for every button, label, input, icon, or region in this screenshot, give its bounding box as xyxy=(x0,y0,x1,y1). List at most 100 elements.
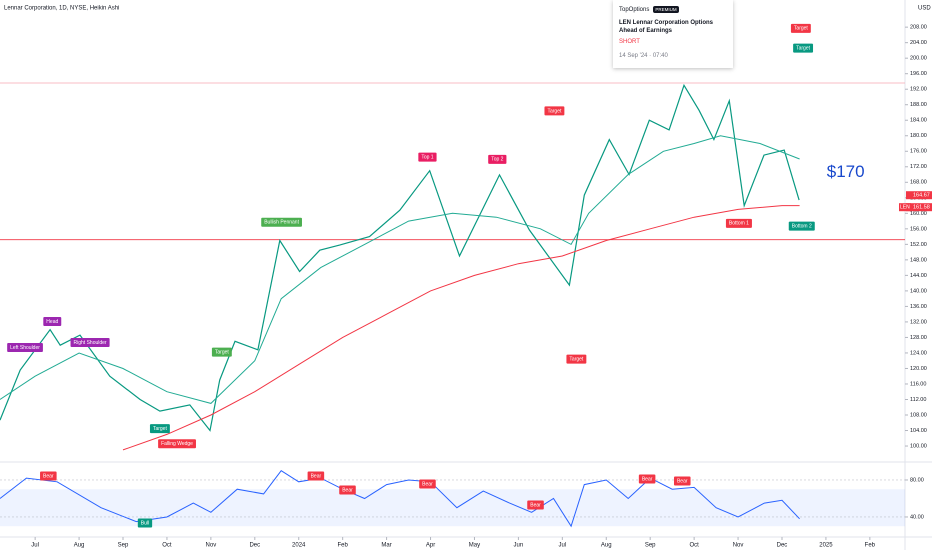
annotation-label: Right Shoulder xyxy=(74,340,107,346)
news-source-row: TopOptions PREMIUM xyxy=(619,6,727,13)
x-tick-label: Aug xyxy=(74,543,85,549)
x-tick-label: Nov xyxy=(733,543,744,549)
series-line xyxy=(122,205,800,451)
x-tick-label: Jul xyxy=(31,543,39,549)
x-tick-label: Jun xyxy=(514,543,524,549)
rsi-band xyxy=(0,489,905,527)
y-tick-label: 180.00 xyxy=(910,133,927,139)
annotation-label: Bear xyxy=(530,502,541,508)
x-tick-label: 2025 xyxy=(819,543,833,549)
annotation-box xyxy=(790,23,811,33)
y-tick-label: 208.00 xyxy=(910,25,927,31)
annotation-box xyxy=(788,221,815,231)
symbol-label: LEN xyxy=(900,205,910,211)
annotation-label: Target xyxy=(796,45,811,51)
news-headline[interactable]: LEN Lennar Corporation Options Ahead of … xyxy=(619,20,713,34)
annotation-label: Falling Wedge xyxy=(161,441,193,447)
x-tick-label: Apr xyxy=(426,543,435,549)
annotation-box xyxy=(638,474,656,484)
price-label: 161.58 xyxy=(913,205,930,211)
annotation-label: Bear xyxy=(342,487,353,493)
y-tick-label: 144.00 xyxy=(910,273,927,279)
annotation-label: Left Shoulder xyxy=(10,345,40,351)
annotation-box xyxy=(211,347,232,357)
y-tick-label: 156.00 xyxy=(910,226,927,232)
y-tick-label: 188.00 xyxy=(910,102,927,108)
annotation-label: Bear xyxy=(311,473,322,479)
y-tick-label: 132.00 xyxy=(910,319,927,325)
y-tick-label: 184.00 xyxy=(910,118,927,124)
annotation-box xyxy=(40,471,57,481)
y-tick-label: 176.00 xyxy=(910,149,927,155)
x-tick-label: Aug xyxy=(601,543,612,549)
annotation-label: Bullish Pennant xyxy=(264,220,299,226)
annotation-label: Top 1 xyxy=(421,154,433,160)
y-tick-label: 104.00 xyxy=(910,428,927,434)
x-tick-label: Sep xyxy=(645,543,656,549)
annotation-box xyxy=(43,317,62,327)
annotation-label: Target xyxy=(153,426,168,432)
annotation-box xyxy=(149,424,170,434)
y-tick-label: 116.00 xyxy=(910,381,926,387)
y-tick-label: 112.00 xyxy=(910,397,926,403)
y-tick-label: 136.00 xyxy=(910,304,927,310)
x-tick-label: Dec xyxy=(249,543,260,549)
annotation-label: Target xyxy=(215,350,230,356)
annotation-box xyxy=(261,217,302,227)
currency: USD xyxy=(918,6,931,12)
y-tick-label: 100.00 xyxy=(910,443,927,449)
x-tick-label: Jul xyxy=(558,543,566,549)
annotation-box xyxy=(70,337,110,347)
annotation-box xyxy=(339,485,356,495)
annotation-box xyxy=(725,218,752,228)
annotation-label: Bear xyxy=(677,478,688,484)
y-tick-label: 168.00 xyxy=(910,180,927,186)
x-tick-label: May xyxy=(469,543,480,549)
annotation-label: Top 2 xyxy=(491,157,503,163)
x-tick-label: Feb xyxy=(865,543,876,549)
annotation-label: Head xyxy=(46,319,58,325)
callout: $170 xyxy=(827,162,865,181)
annotation-label: Bear xyxy=(422,481,433,487)
annotation-label: Target xyxy=(569,356,584,362)
y-tick-label: 80.00 xyxy=(910,477,924,483)
news-source: TopOptions xyxy=(619,6,650,13)
news-badge: PREMIUM xyxy=(653,6,679,13)
annotation-box xyxy=(566,354,587,364)
y-tick-label: 40.00 xyxy=(910,514,924,520)
chart-header: Lennar Corporation, 1D, NYSE, Heikin Ash… xyxy=(4,6,119,12)
series-line xyxy=(0,135,800,404)
x-tick-label: Oct xyxy=(689,543,699,549)
y-tick-label: 160.00 xyxy=(910,211,927,217)
x-tick-label: Dec xyxy=(777,543,788,549)
x-tick-label: Sep xyxy=(118,543,129,549)
annotation-box xyxy=(307,471,325,481)
annotation-label: Target xyxy=(794,26,809,32)
price-label: 164.67 xyxy=(913,193,930,199)
y-tick-label: 172.00 xyxy=(910,164,927,170)
annotation-box xyxy=(527,500,544,510)
news-popup[interactable]: TopOptions PREMIUM LEN Lennar Corporatio… xyxy=(613,0,733,68)
x-tick-label: 2024 xyxy=(292,543,306,549)
annotation-box xyxy=(544,106,565,116)
annotation-box xyxy=(137,518,153,528)
y-tick-label: 200.00 xyxy=(910,56,927,62)
price-label-box xyxy=(906,203,932,212)
annotation-box xyxy=(419,479,436,489)
y-tick-label: 128.00 xyxy=(910,335,927,341)
annotation-label: Bull xyxy=(141,520,149,526)
news-side: SHORT xyxy=(619,39,640,45)
series-line xyxy=(0,83,800,432)
annotation-label: Target xyxy=(547,108,562,114)
y-tick-label: 152.00 xyxy=(910,242,927,248)
annotation-label: Bear xyxy=(642,476,653,482)
y-tick-label: 140.00 xyxy=(910,288,927,294)
y-tick-label: 148.00 xyxy=(910,257,927,263)
y-tick-label: 204.00 xyxy=(910,40,927,46)
annotation-box xyxy=(673,476,691,486)
x-tick-label: Feb xyxy=(337,543,348,549)
annotation-box xyxy=(7,343,43,353)
y-tick-label: 192.00 xyxy=(910,87,927,93)
price-label-box xyxy=(906,191,932,200)
annotation-box xyxy=(158,439,196,449)
